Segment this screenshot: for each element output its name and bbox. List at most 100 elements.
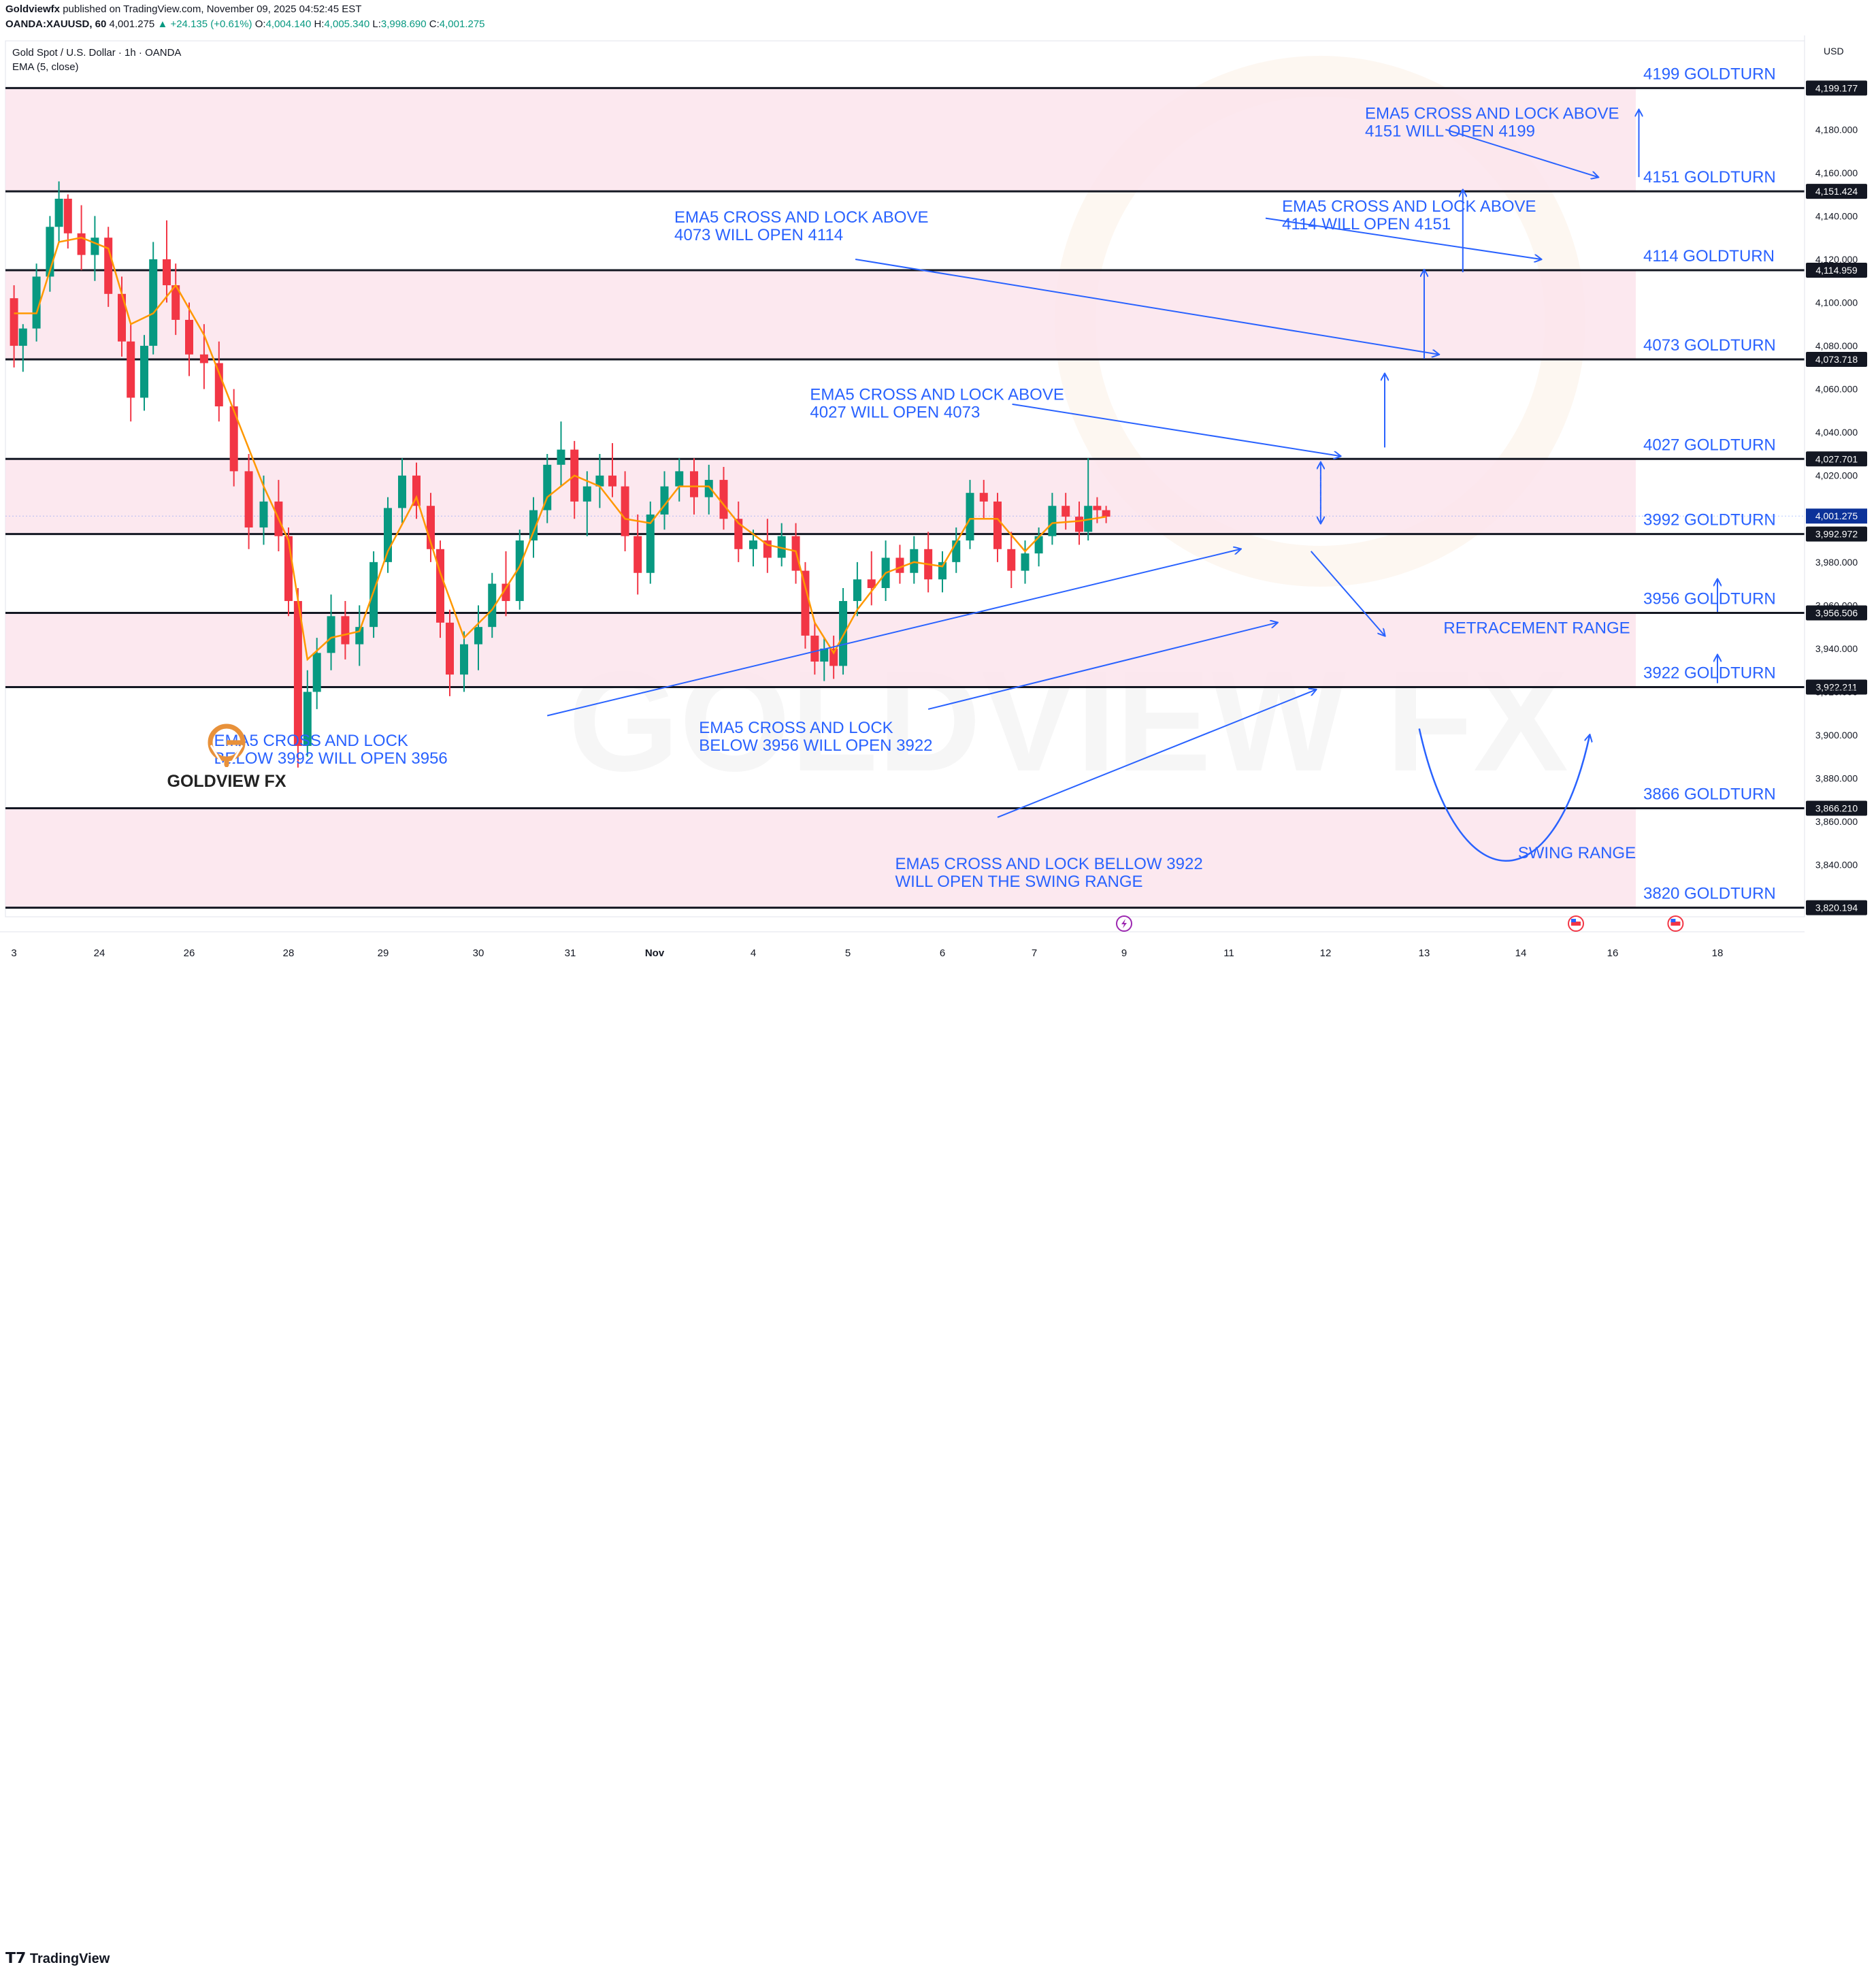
flag-canton-2 bbox=[1671, 919, 1676, 922]
goldview-logo-text: GOLDVIEW FX bbox=[167, 772, 286, 791]
candle-body-45 bbox=[582, 486, 591, 502]
y-tick-17: 4,180.000 bbox=[1815, 124, 1858, 135]
y-tick-3: 3,900.000 bbox=[1815, 730, 1858, 741]
candle-body-37 bbox=[474, 627, 482, 645]
level-price-text-7: 3,922.211 bbox=[1815, 681, 1857, 692]
candle-body-1 bbox=[18, 328, 27, 346]
candle-body-79 bbox=[1034, 536, 1043, 554]
annotation-arrow-3 bbox=[1012, 403, 1340, 456]
candle-body-70 bbox=[910, 549, 919, 573]
tradingview-brand[interactable]: 𝗧𝟳 TradingView bbox=[5, 1949, 110, 1967]
level-price-tag-2 bbox=[1806, 262, 1867, 278]
candle-body-64 bbox=[829, 648, 838, 666]
candle-body-8 bbox=[104, 238, 113, 294]
candle-body-39 bbox=[501, 583, 510, 602]
chart-title: Gold Spot / U.S. Dollar · 1h · OANDA bbox=[12, 47, 181, 59]
candle-body-7 bbox=[90, 238, 99, 255]
candle-body-10 bbox=[127, 341, 135, 398]
candle-body-65 bbox=[839, 601, 848, 666]
publisher-name[interactable]: Goldviewfx bbox=[5, 3, 61, 15]
annotation-3-line-1: 4027 WILL OPEN 4073 bbox=[810, 404, 980, 422]
x-tick-1: 24 bbox=[94, 947, 105, 959]
candle-body-50 bbox=[646, 514, 655, 573]
candle-body-59 bbox=[777, 536, 786, 558]
candle-body-75 bbox=[979, 493, 988, 502]
candle-body-46 bbox=[595, 475, 604, 487]
candle-body-20 bbox=[259, 501, 268, 527]
open-value: 4,004.140 bbox=[265, 18, 312, 30]
x-tick-5: 30 bbox=[473, 947, 484, 959]
annotation-1-line-1: 4114 WILL OPEN 4151 bbox=[1282, 215, 1451, 233]
y-tick-6: 3,960.000 bbox=[1815, 600, 1858, 611]
y-tick-9: 4,020.000 bbox=[1815, 470, 1858, 481]
candle-body-78 bbox=[1021, 553, 1030, 571]
annotation-2-line-1: 4073 WILL OPEN 4114 bbox=[674, 226, 843, 244]
candle-body-77 bbox=[1007, 549, 1016, 571]
candle-body-84 bbox=[1093, 506, 1102, 510]
ohlc-line: OANDA:XAUUSD, 60 4,001.275 ▲ +24.135 (+0… bbox=[5, 18, 485, 30]
candle-body-67 bbox=[867, 579, 876, 588]
candle-body-41 bbox=[529, 510, 538, 541]
x-tick-6: 31 bbox=[565, 947, 576, 959]
x-tick-8: 4 bbox=[751, 947, 756, 959]
annotation-2-line-0: EMA5 CROSS AND LOCK ABOVE bbox=[674, 208, 928, 227]
current-price-tag bbox=[1806, 508, 1867, 524]
candle-body-55 bbox=[719, 480, 728, 519]
y-tick-14: 4,120.000 bbox=[1815, 254, 1858, 265]
high-label: H: bbox=[314, 18, 325, 30]
annotation-4-line-1: BELOW 3992 WILL OPEN 3956 bbox=[214, 749, 448, 768]
x-tick-12: 9 bbox=[1121, 947, 1127, 959]
level-label-7: 3922 GOLDTURN bbox=[1643, 664, 1776, 682]
level-label-1: 4151 GOLDTURN bbox=[1643, 168, 1776, 186]
y-tick-15: 4,140.000 bbox=[1815, 210, 1858, 221]
candle-body-56 bbox=[734, 519, 743, 549]
level-price-tag-9 bbox=[1806, 900, 1867, 915]
goldview-logo: GOLDVIEW FX bbox=[162, 718, 291, 794]
current-price-text: 4,001.275 bbox=[1815, 510, 1858, 521]
tradingview-logo-icon: 𝗧𝟳 bbox=[5, 1949, 27, 1966]
level-price-text-4: 4,027.701 bbox=[1815, 453, 1858, 464]
lightning-glyph-0 bbox=[1121, 919, 1127, 928]
annotation-7-line-0: RETRACEMENT RANGE bbox=[1443, 619, 1630, 638]
candle-body-49 bbox=[633, 536, 642, 573]
published-text: published on TradingView.com, November 0… bbox=[63, 3, 362, 15]
annotation-6-line-0: EMA5 CROSS AND LOCK BELLOW 3922 bbox=[895, 855, 1203, 873]
goldturn-zone-1 bbox=[5, 270, 1636, 360]
candle-body-63 bbox=[820, 648, 829, 662]
level-label-3: 4073 GOLDTURN bbox=[1643, 336, 1776, 355]
annotation-arrow-7 bbox=[1310, 551, 1385, 636]
annotation-5-line-1: BELOW 3956 WILL OPEN 3922 bbox=[699, 736, 932, 755]
close-label: C: bbox=[429, 18, 440, 30]
candle-body-19 bbox=[244, 471, 253, 527]
candle-body-40 bbox=[515, 540, 524, 602]
candle-body-72 bbox=[938, 562, 947, 580]
candle-body-43 bbox=[557, 449, 565, 465]
publish-header: Goldviewfx published on TradingView.com,… bbox=[0, 0, 1876, 30]
x-tick-11: 7 bbox=[1032, 947, 1037, 959]
y-tick-16: 4,160.000 bbox=[1815, 167, 1858, 178]
candle-body-36 bbox=[460, 644, 468, 675]
candle-body-0 bbox=[10, 298, 18, 346]
level-price-text-9: 3,820.194 bbox=[1815, 903, 1858, 913]
candle-body-30 bbox=[384, 508, 392, 562]
x-tick-3: 28 bbox=[283, 947, 295, 959]
candle-body-31 bbox=[398, 475, 406, 508]
x-tick-10: 6 bbox=[940, 947, 945, 959]
annotation-arrow-0 bbox=[1445, 129, 1598, 177]
candle-body-14 bbox=[171, 285, 180, 320]
x-tick-17: 16 bbox=[1607, 947, 1619, 959]
level-price-tag-4 bbox=[1806, 451, 1867, 467]
flag-stripes-2 bbox=[1671, 922, 1681, 926]
y-tick-2: 3,880.000 bbox=[1815, 773, 1858, 784]
x-tick-18: 18 bbox=[1712, 947, 1724, 959]
y-tick-5: 3,940.000 bbox=[1815, 643, 1858, 654]
candle-body-47 bbox=[608, 475, 616, 487]
annotation-6-line-1: WILL OPEN THE SWING RANGE bbox=[895, 873, 1143, 891]
candle-body-53 bbox=[690, 471, 698, 498]
annotation-arrow-5 bbox=[927, 623, 1277, 710]
price-chart[interactable]: GOLDVIEW FX 4199 GOLDTURN 4,199.177 4151 GO… bbox=[0, 35, 1876, 973]
y-tick-4: 3,920.000 bbox=[1815, 687, 1858, 698]
